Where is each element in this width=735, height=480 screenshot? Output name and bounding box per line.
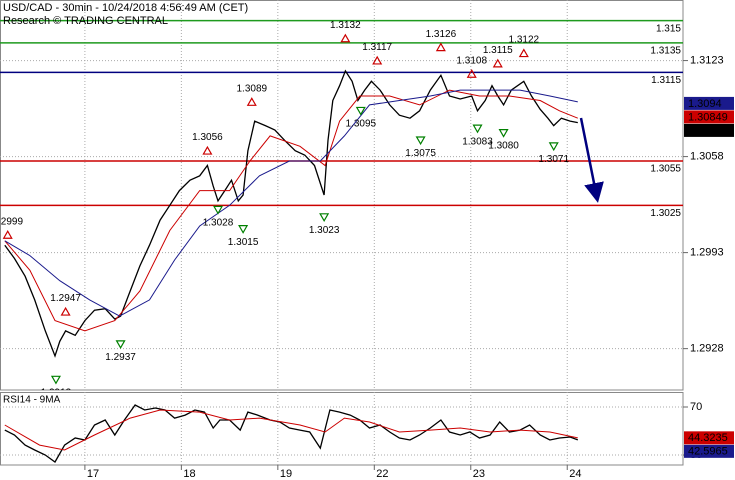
high-label: 1.3108 (456, 55, 487, 66)
high-marker (202, 145, 213, 155)
price-label-box (684, 444, 734, 458)
high-marker (518, 48, 529, 58)
price-label: 44.3235 (688, 432, 728, 444)
low-marker (212, 205, 224, 215)
high-label: 1.2999 (0, 216, 23, 227)
level-label: 1.315 (656, 23, 681, 34)
low-label: 1.3028 (203, 218, 234, 229)
high-marker (466, 69, 477, 78)
price-label: 1.30802 (688, 125, 728, 137)
high-marker (340, 33, 351, 43)
low-marker (319, 213, 330, 223)
y-tick-label: 1.2928 (690, 343, 724, 355)
price-label-box (684, 123, 734, 137)
high-label: 1.3056 (192, 132, 223, 143)
low-label: 1.3095 (345, 119, 376, 130)
low-marker (238, 225, 249, 234)
low-marker (50, 375, 61, 385)
low-label: 1.3015 (228, 237, 259, 248)
x-tick-label: 23 (473, 468, 485, 480)
level-label: 1.3115 (651, 75, 681, 86)
high-label: 1.3117 (362, 42, 392, 53)
high-label: 1.3089 (236, 83, 267, 94)
high-marker (435, 42, 446, 52)
low-marker (355, 106, 366, 116)
high-marker (60, 306, 71, 316)
y-tick-label: 70 (690, 401, 702, 413)
high-marker (246, 97, 257, 106)
y-tick-label: 1.3058 (690, 150, 724, 162)
y-tick-label: 1.3123 (690, 54, 724, 66)
level-label: 1.3025 (650, 208, 681, 219)
price-label-box (684, 96, 734, 110)
low-label: 1.3023 (309, 225, 340, 236)
y-tick-label: 1.2993 (690, 247, 724, 259)
rsi-panel-border (0, 392, 684, 466)
x-tick-label: 18 (183, 468, 195, 480)
low-marker (115, 340, 126, 350)
low-marker (472, 124, 483, 134)
low-marker (415, 136, 426, 146)
chart-title: USD/CAD - 30min - 10/24/2018 4:56:49 AM … (3, 2, 248, 14)
low-marker (548, 142, 559, 152)
chart-subtitle: Research © TRADING CENTRAL (3, 15, 168, 27)
plot-area (0, 392, 683, 465)
price-label: 42.5965 (688, 446, 728, 458)
main-panel-border (0, 0, 684, 391)
low-label: 1.2937 (105, 352, 136, 363)
price-label-box (684, 110, 734, 124)
low-label: 1.3071 (538, 154, 569, 165)
x-tick-label: 17 (87, 468, 99, 480)
high-marker (2, 230, 13, 239)
high-marker (372, 55, 383, 65)
price-label-box (684, 431, 734, 445)
projection-arrow (579, 117, 604, 203)
low-label: 1.2913 (41, 387, 72, 398)
high-label: 1.3122 (509, 35, 540, 46)
high-label: 1.3126 (426, 29, 457, 40)
low-marker (498, 128, 509, 138)
high-label: 1.3132 (330, 20, 361, 31)
series-line (4, 69, 578, 358)
level-label: 1.3135 (650, 45, 681, 56)
high-label: 1.2947 (50, 293, 81, 304)
x-tick-label: 19 (280, 468, 292, 480)
low-label: 1.3083 (462, 136, 493, 147)
series-line (4, 404, 579, 463)
x-tick-label: 22 (376, 468, 388, 480)
series-line (4, 89, 578, 332)
series-line (4, 89, 578, 317)
high-label: 1.3115 (483, 45, 513, 56)
rsi-title: RSI14 - 9MA (3, 395, 61, 406)
series-line (4, 409, 578, 451)
price-label: 1.3094 (688, 98, 722, 110)
level-label: 1.3055 (650, 164, 681, 175)
price-label: 1.30849 (688, 111, 728, 123)
high-marker (492, 58, 503, 68)
x-tick-label: 24 (569, 468, 581, 480)
low-label: 1.3080 (488, 141, 519, 152)
low-label: 1.3075 (405, 148, 436, 159)
